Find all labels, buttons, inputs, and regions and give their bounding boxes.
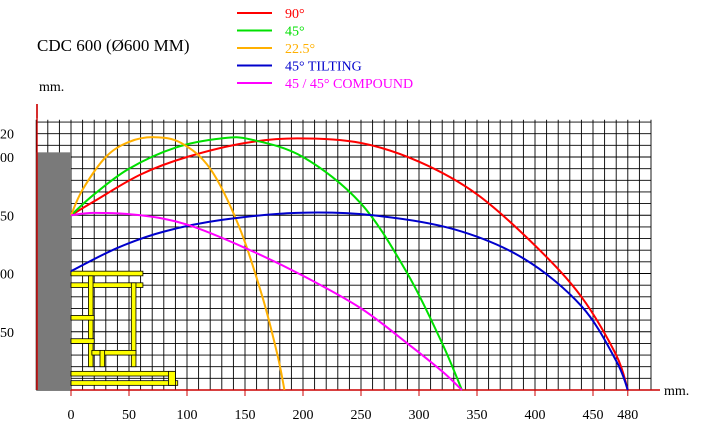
y-tick-label: 100 bbox=[0, 268, 14, 283]
x-tick-label: 450 bbox=[583, 408, 604, 423]
profile-top-bar-inner bbox=[70, 282, 144, 288]
series-line-2 bbox=[70, 136, 463, 391]
profile-left-post bbox=[88, 275, 94, 368]
profile-right-post bbox=[130, 282, 137, 368]
legend: 90° 45° 22.5° 45° TILTING 45 / 45° COMPOUND bbox=[237, 7, 413, 92]
profile-mid-bar bbox=[70, 315, 95, 321]
profile-mid-bar-low bbox=[70, 338, 95, 344]
profile-base-bar bbox=[70, 380, 179, 386]
window-profile-icon bbox=[70, 270, 179, 386]
wall bbox=[36, 152, 71, 390]
wall-block bbox=[36, 152, 71, 390]
x-tick-label: 150 bbox=[235, 408, 256, 423]
x-tick-label: 400 bbox=[525, 408, 546, 423]
profile-top-bar bbox=[70, 270, 144, 277]
tick-labels: 0 50 100 150 200 250 300 350 400 450 480 50 100 150 20… bbox=[0, 128, 638, 423]
y-tick-label: 220 bbox=[0, 128, 14, 143]
x-tick-label: 250 bbox=[351, 408, 372, 423]
x-tick-label: 300 bbox=[409, 408, 430, 423]
x-tick-label: 350 bbox=[467, 408, 488, 423]
profile-inner-post bbox=[99, 349, 106, 368]
y-tick-label: 50 bbox=[0, 326, 14, 341]
x-axis-label: mm. bbox=[664, 384, 689, 399]
profile-end-cap bbox=[168, 370, 176, 386]
x-tick-label: 0 bbox=[68, 408, 75, 423]
x-tick-label: 480 bbox=[617, 408, 638, 423]
series-line-3 bbox=[70, 136, 286, 391]
y-tick-label: 200 bbox=[0, 151, 14, 166]
series-line-1 bbox=[70, 137, 629, 391]
profile-cross-bar bbox=[91, 349, 137, 356]
legend-label: 45 / 45° COMPOUND bbox=[285, 77, 413, 92]
y-tick-label: 150 bbox=[0, 209, 14, 224]
x-tick-label: 200 bbox=[293, 408, 314, 423]
series-line-4 bbox=[70, 211, 629, 391]
series-lines bbox=[70, 136, 629, 391]
legend-label: 45° bbox=[285, 25, 305, 40]
x-tick-label: 100 bbox=[177, 408, 198, 423]
chart-title: CDC 600 (Ø600 MM) bbox=[37, 36, 190, 55]
x-tick-label: 50 bbox=[122, 408, 136, 423]
legend-label: 90° bbox=[285, 7, 305, 22]
legend-label: 22.5° bbox=[285, 42, 315, 57]
axes bbox=[36, 104, 660, 396]
y-axis-label: mm. bbox=[39, 80, 64, 95]
profile-bottom-bar bbox=[70, 370, 174, 377]
legend-label: 45° TILTING bbox=[285, 60, 362, 75]
series-line-5 bbox=[70, 211, 463, 391]
